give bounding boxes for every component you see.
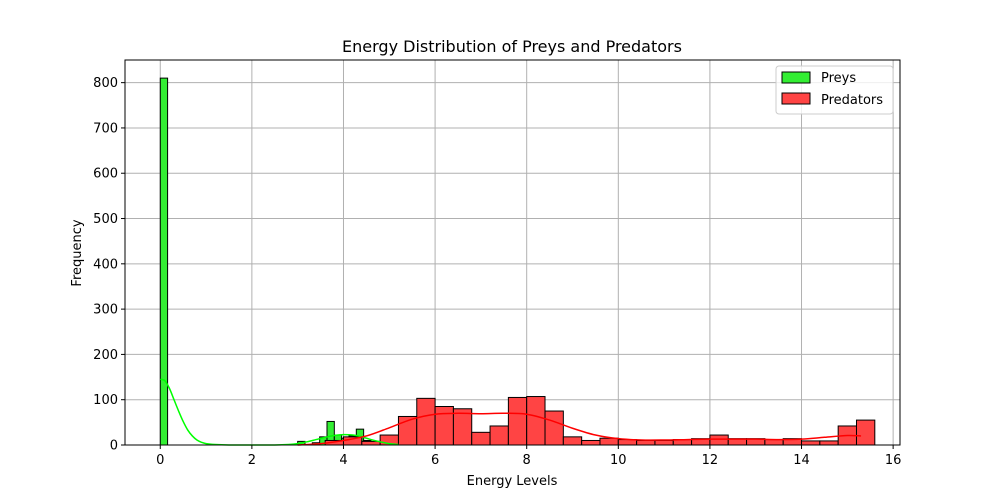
predators-bar [434,406,454,446]
predators-bar [471,431,491,446]
predators-bar [801,440,821,446]
predators-bar [526,396,546,446]
predators-bar [654,439,674,446]
predators-bar [489,425,509,446]
legend-label-predators: Predators [821,93,883,108]
x-axis-label: Energy Levels [467,474,558,489]
predators-bar [581,439,601,446]
preys-bars [159,77,387,446]
x-tick-label: 6 [431,453,439,468]
y-tick-label: 300 [93,303,118,318]
predators-bar [636,439,656,446]
predators-bar [507,396,528,446]
x-tick-label: 4 [339,453,347,468]
x-tick-label: 10 [610,453,627,468]
legend: Preys Predators [775,65,894,115]
predators-bar [562,436,583,446]
y-tick-label: 200 [93,348,118,363]
x-tick-label: 8 [523,453,531,468]
y-tick-label: 800 [93,76,118,91]
y-tick-label: 0 [110,439,118,454]
predators-bar [855,419,876,446]
predators-bars [324,396,876,446]
y-tick-label: 600 [93,167,118,182]
predators-bar [709,434,729,446]
x-tick-label: 2 [248,453,256,468]
predators-bar [599,437,619,446]
y-axis-ticks: 0 100 200 300 400 500 600 700 800 [93,76,125,454]
y-tick-label: 400 [93,257,118,272]
preys-bar [159,77,169,446]
legend-swatch-predators [781,92,811,105]
predators-bar [819,440,839,446]
x-tick-label: 16 [885,453,902,468]
predators-bar [544,410,564,446]
predators-bar [764,439,784,446]
predators-bar [416,397,436,446]
predators-kde-line [297,412,862,446]
legend-swatch-preys [781,71,811,84]
plot-frame [124,59,901,446]
y-tick-label: 500 [93,212,118,227]
y-tick-label: 700 [93,121,118,136]
x-tick-label: 12 [702,453,719,468]
x-axis-ticks: 0 2 4 6 8 10 12 14 16 [156,445,901,468]
y-axis-label: Frequency [70,219,85,286]
x-tick-label: 14 [793,453,810,468]
x-tick-label: 0 [156,453,164,468]
chart-title: Energy Distribution of Preys and Predato… [342,37,682,56]
legend-label-preys: Preys [821,71,856,86]
y-tick-label: 100 [93,393,118,408]
grid [125,60,900,446]
